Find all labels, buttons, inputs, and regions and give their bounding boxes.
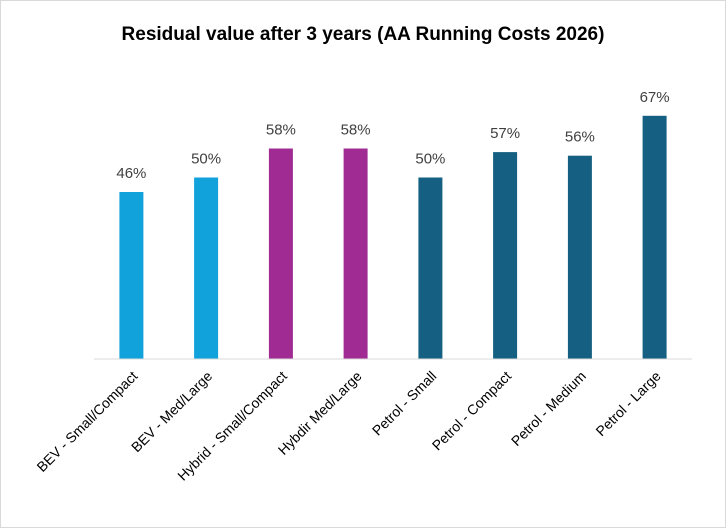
bar-0 — [119, 192, 144, 359]
x-tick-label-7: Petrol - Large — [592, 368, 663, 439]
bar-1 — [194, 177, 219, 359]
bar-2 — [268, 148, 293, 359]
bar-7 — [642, 115, 667, 359]
bar-5 — [493, 152, 518, 359]
data-label-6: 56% — [565, 129, 595, 146]
data-label-3: 58% — [341, 122, 371, 139]
data-labels-group: 46% 50% 58% 58% 50% 57% 56% 67% — [116, 89, 669, 182]
data-label-0: 46% — [116, 165, 146, 182]
bars-group — [119, 115, 667, 359]
bar-4 — [418, 177, 443, 359]
data-label-1: 50% — [191, 151, 221, 168]
x-tick-label-4: Petrol - Small — [369, 368, 440, 439]
x-tick-label-0: BEV - Small/Compact — [33, 368, 140, 475]
x-tick-label-6: Petrol - Medium — [508, 368, 589, 449]
data-label-2: 58% — [266, 122, 296, 139]
data-label-5: 57% — [490, 125, 520, 142]
data-label-4: 50% — [415, 151, 445, 168]
chart-title: Residual value after 3 years (AA Running… — [122, 24, 605, 45]
bar-6 — [567, 155, 592, 359]
bar-3 — [343, 148, 368, 359]
x-tick-label-3: Hybdir Med/Large — [275, 368, 365, 458]
x-tick-label-5: Petrol - Compact — [429, 368, 515, 454]
x-tick-label-1: BEV - Med/Large — [128, 368, 215, 455]
data-label-7: 67% — [640, 89, 670, 106]
